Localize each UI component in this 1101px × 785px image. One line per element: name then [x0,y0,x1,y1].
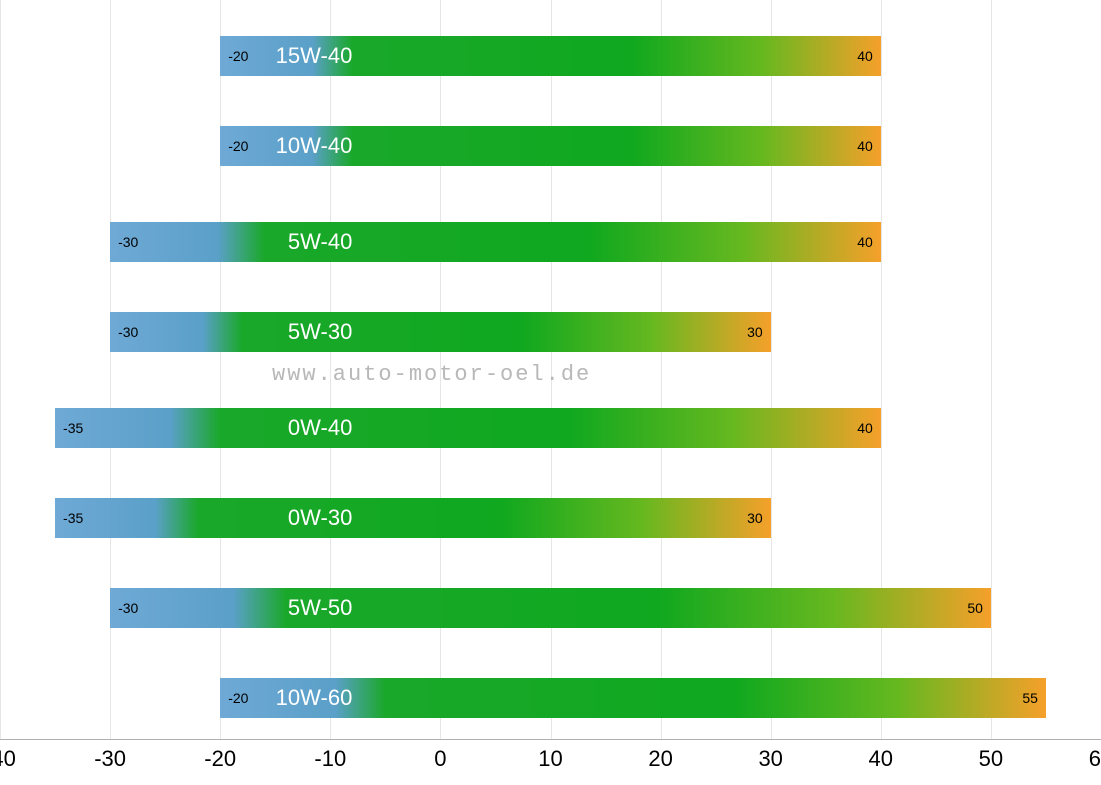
bar-high-value: 55 [1022,690,1038,706]
viscosity-bar: -35 30 0W-30 [55,498,771,538]
bar-grade-label: 10W-60 [276,685,353,711]
bar-low-value: -30 [118,324,138,340]
gridline [110,0,111,739]
bar-grade-label: 5W-30 [288,319,352,345]
bar-grade-label: 0W-30 [288,505,352,531]
viscosity-bar: -30 40 5W-40 [110,222,881,262]
viscosity-bar: -20 40 10W-40 [220,126,881,166]
viscosity-bar: -20 55 10W-60 [220,678,1046,718]
gridline [991,0,992,739]
bar-high-value: 40 [857,234,873,250]
x-tick-label: -10 [314,746,346,772]
bar-grade-label: 5W-50 [288,595,352,621]
x-axis: -40 -30 -20 -10 0 10 20 30 40 50 60 [0,740,1101,785]
viscosity-bar: -30 30 5W-30 [110,312,771,352]
gridline [881,0,882,739]
x-tick-label: 40 [869,746,893,772]
bar-low-value: -20 [228,48,248,64]
bar-high-value: 40 [857,138,873,154]
bar-low-value: -30 [118,234,138,250]
viscosity-bar: -35 40 0W-40 [55,408,881,448]
x-tick-label: 20 [648,746,672,772]
x-tick-label: 30 [758,746,782,772]
bar-low-value: -35 [63,420,83,436]
oil-viscosity-chart: -20 40 15W-40 -20 40 10W-40 -30 40 5W-40 -30 30 5W-… [0,0,1101,785]
x-tick-label: 60 [1089,746,1101,772]
bar-grade-label: 5W-40 [288,229,352,255]
x-tick-label: -40 [0,746,16,772]
bar-low-value: -20 [228,138,248,154]
bar-grade-label: 15W-40 [276,43,353,69]
bar-high-value: 30 [747,510,763,526]
gridline [771,0,772,739]
gridline [0,0,1,739]
bar-high-value: 50 [967,600,983,616]
viscosity-bar: -20 40 15W-40 [220,36,881,76]
x-tick-label: -20 [204,746,236,772]
bar-low-value: -35 [63,510,83,526]
bar-high-value: 40 [857,420,873,436]
x-tick-label: 0 [434,746,446,772]
x-tick-label: -30 [94,746,126,772]
bar-high-value: 30 [747,324,763,340]
bar-low-value: -30 [118,600,138,616]
bar-grade-label: 0W-40 [288,415,352,441]
x-tick-label: 50 [979,746,1003,772]
bar-grade-label: 10W-40 [276,133,353,159]
gridline [661,0,662,739]
gridline [220,0,221,739]
bar-high-value: 40 [857,48,873,64]
watermark-text: www.auto-motor-oel.de [272,362,591,387]
bar-low-value: -20 [228,690,248,706]
x-tick-label: 10 [538,746,562,772]
viscosity-bar: -30 50 5W-50 [110,588,991,628]
